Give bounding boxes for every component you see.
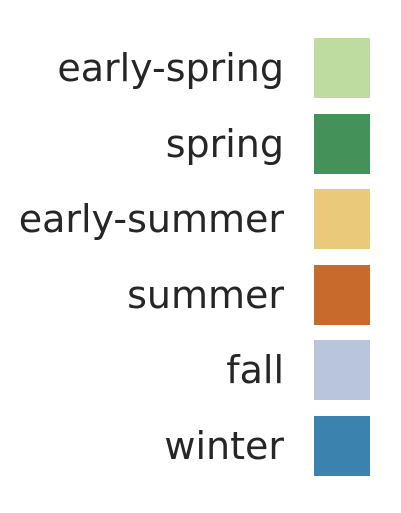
legend-item: summer bbox=[0, 265, 401, 325]
legend-item: winter bbox=[0, 416, 401, 476]
legend-label: winter bbox=[164, 424, 284, 468]
legend-item: early-spring bbox=[0, 38, 401, 98]
legend-label: early-summer bbox=[18, 197, 284, 241]
legend-swatch bbox=[314, 189, 370, 249]
legend-swatch bbox=[314, 416, 370, 476]
legend-swatch bbox=[314, 265, 370, 325]
legend-item: early-summer bbox=[0, 189, 401, 249]
legend-swatch bbox=[314, 114, 370, 174]
legend-item: spring bbox=[0, 114, 401, 174]
legend-label: early-spring bbox=[57, 46, 284, 90]
legend-label: spring bbox=[165, 122, 284, 166]
legend-label: summer bbox=[127, 273, 284, 317]
legend-label: fall bbox=[226, 348, 284, 392]
legend-item: fall bbox=[0, 340, 401, 400]
legend-swatch bbox=[314, 340, 370, 400]
legend-swatch bbox=[314, 38, 370, 98]
